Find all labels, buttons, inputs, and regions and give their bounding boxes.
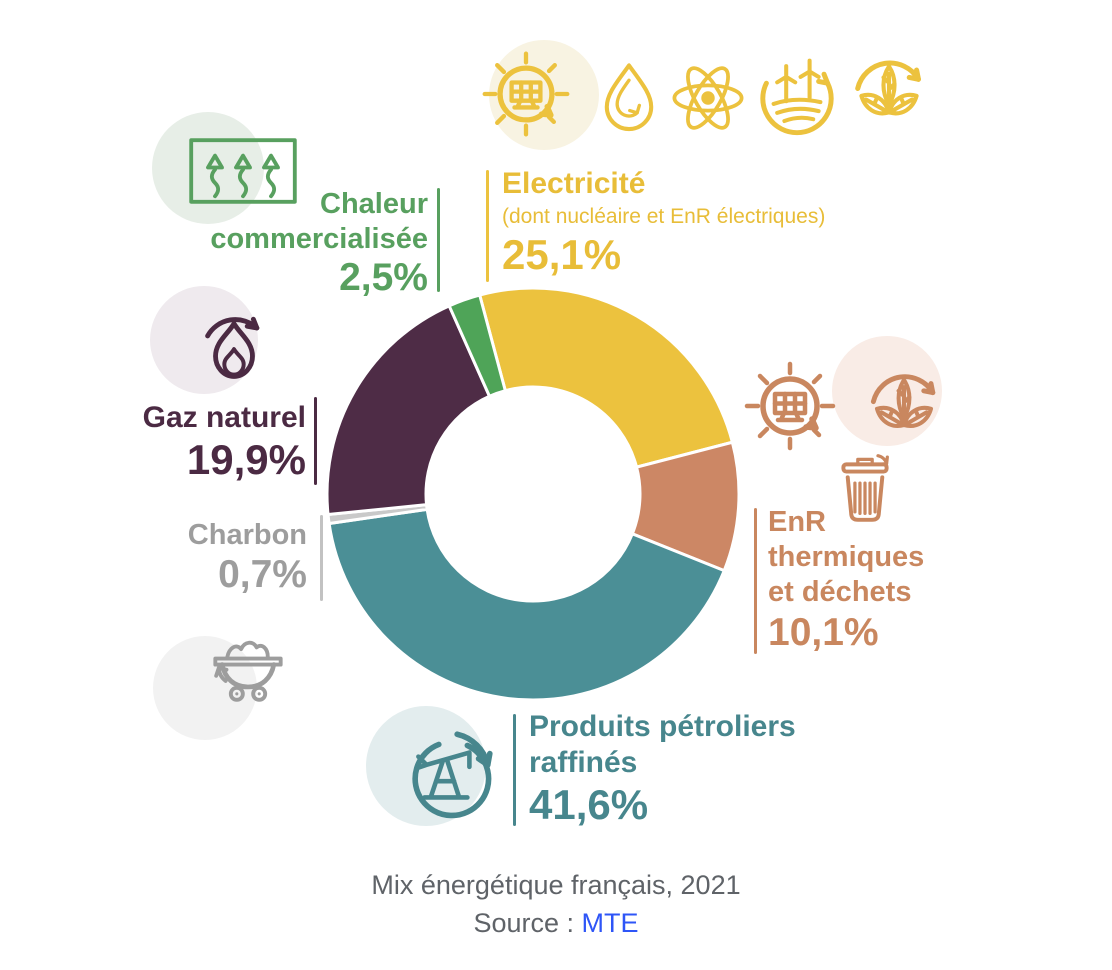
pale-circle-electricite bbox=[489, 40, 599, 150]
source-prefix: Source : bbox=[473, 908, 582, 938]
separator-produits bbox=[513, 714, 516, 826]
leaves-cycle-icon bbox=[842, 48, 936, 140]
flame-cycle-icon bbox=[190, 305, 278, 395]
separator-enr bbox=[754, 508, 757, 654]
electricite-value: 25,1% bbox=[502, 231, 622, 278]
water-drop-icon bbox=[592, 52, 666, 144]
gaz-value: 19,9% bbox=[186, 436, 306, 483]
separator-gaz bbox=[314, 397, 317, 485]
atom-icon bbox=[666, 56, 750, 140]
separator-charbon bbox=[320, 515, 323, 601]
electricite-sublabel: (dont nucléaire et EnR électriques) bbox=[502, 205, 826, 228]
enr-name-line1: EnR bbox=[768, 506, 826, 538]
source-link-mte[interactable]: MTE bbox=[581, 908, 639, 938]
charbon-name: Charbon bbox=[187, 519, 307, 551]
wind-turbines-icon bbox=[752, 48, 842, 140]
oil-pump-icon bbox=[398, 722, 500, 824]
donut-slice-produits-petroliers bbox=[327, 507, 727, 702]
electricite-name: Electricité bbox=[502, 167, 646, 200]
enr-name-line3: et déchets bbox=[768, 576, 912, 608]
coal-cart-icon bbox=[205, 618, 291, 706]
chaleur-value: 2,5% bbox=[339, 256, 428, 299]
donut-chart bbox=[325, 286, 741, 702]
chaleur-name-line1: Chaleur bbox=[320, 188, 428, 220]
label-electricite: Electricité (dont nucléaire et EnR élect… bbox=[502, 166, 825, 279]
produits-name-line1: Produits pétroliers bbox=[529, 710, 796, 743]
chart-title: Mix énergétique français, 2021 bbox=[371, 870, 741, 900]
gaz-name: Gaz naturel bbox=[142, 401, 306, 434]
leaves-cycle-icon bbox=[858, 362, 950, 452]
label-produits-petroliers: Produits pétroliers raffinés 41,6% bbox=[529, 709, 796, 829]
label-charbon: Charbon 0,7% bbox=[110, 517, 307, 597]
donut-slice-gaz-naturel bbox=[325, 303, 492, 517]
produits-value: 41,6% bbox=[529, 781, 649, 828]
charbon-value: 0,7% bbox=[218, 553, 307, 596]
enr-value: 10,1% bbox=[768, 611, 879, 654]
separator-chaleur bbox=[437, 188, 440, 292]
separator-electricite bbox=[486, 170, 489, 282]
label-chaleur: Chaleur commercialisée 2,5% bbox=[150, 187, 428, 299]
source-line: Source : MTE bbox=[0, 904, 1112, 942]
sun-solar-icon bbox=[478, 46, 574, 142]
sun-solar-icon bbox=[740, 356, 840, 456]
produits-name-line2: raffinés bbox=[529, 746, 638, 779]
enr-name-line2: thermiques bbox=[768, 541, 925, 573]
donut-slice-chaleur bbox=[447, 293, 508, 399]
label-enr-thermiques: EnR thermiques et déchets 10,1% bbox=[768, 505, 924, 656]
caption: Mix énergétique français, 2021 Source : … bbox=[0, 866, 1112, 942]
donut-slice-electricite bbox=[477, 286, 735, 469]
label-gaz-naturel: Gaz naturel 19,9% bbox=[90, 399, 306, 483]
chaleur-name-line2: commercialisée bbox=[210, 223, 428, 255]
